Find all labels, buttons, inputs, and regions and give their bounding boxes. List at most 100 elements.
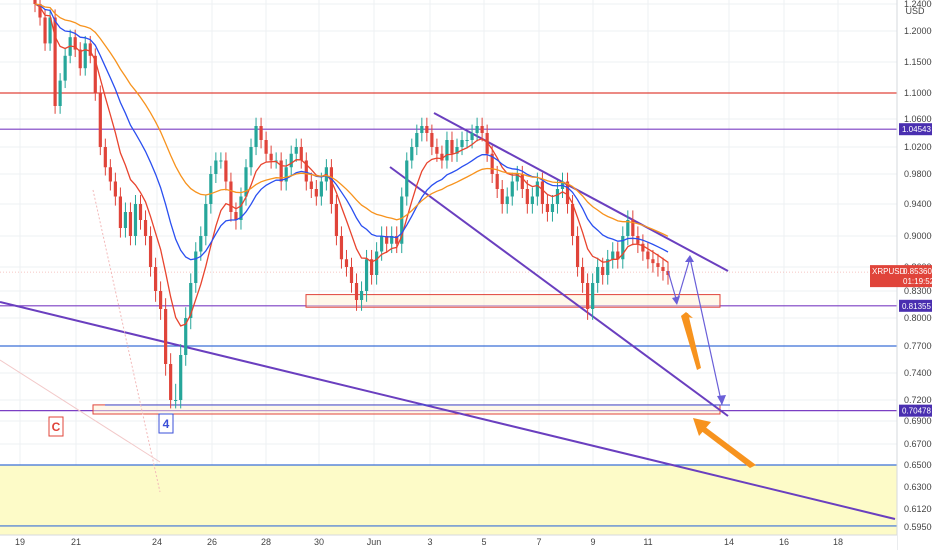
candle-body <box>550 204 555 212</box>
time-axis[interactable]: 19 21 24 26 28 30 Jun 3 5 7 9 11 14 16 18 <box>0 534 897 550</box>
price-tag-countdown: 01:19:52 <box>903 277 932 286</box>
time-tick-label: 9 <box>590 537 595 547</box>
candle-body <box>601 267 605 275</box>
price-tag-symbol: XRPUSD <box>872 267 906 276</box>
time-tick-label: 18 <box>833 537 843 547</box>
candle-body <box>364 259 369 291</box>
candle-body <box>505 196 509 204</box>
candle-body <box>169 364 173 400</box>
candle-body <box>465 140 469 141</box>
candle-body <box>179 355 183 400</box>
candle-body <box>400 196 404 244</box>
time-tick-label: 11 <box>643 537 652 547</box>
candle-body <box>636 236 640 244</box>
price-tick-label: 1.24000 <box>904 0 932 9</box>
candle-body <box>495 174 499 189</box>
candle-body <box>450 140 454 154</box>
candle-body <box>440 153 444 161</box>
candle-body <box>611 251 615 260</box>
candle-body <box>631 220 635 236</box>
orange-arrow <box>681 313 701 370</box>
candle-body <box>108 167 112 182</box>
candle-body <box>229 181 233 212</box>
time-tick-label: 19 <box>15 537 25 547</box>
candle-body <box>565 181 570 204</box>
candle-body <box>123 212 128 228</box>
candle-body <box>93 55 97 93</box>
candle-body <box>294 147 298 154</box>
orange-arrowhead <box>681 312 693 318</box>
support-zone-upper <box>305 294 721 308</box>
candle-body <box>153 267 158 291</box>
candle-body <box>184 318 188 355</box>
candle-body <box>128 212 133 236</box>
candle-body <box>254 126 258 147</box>
candle-body <box>380 236 384 252</box>
wave-label: 4 <box>163 417 170 431</box>
candle-body <box>385 236 389 244</box>
candle-body <box>319 181 323 197</box>
candle-body <box>500 189 504 204</box>
candle-body <box>309 181 313 189</box>
time-tick-label: 16 <box>779 537 789 547</box>
candle-body <box>349 267 354 283</box>
candle-body <box>591 283 595 309</box>
candle-body <box>570 204 575 236</box>
time-tick-label: 3 <box>427 537 432 547</box>
candle-body <box>43 17 47 44</box>
candle-body <box>148 236 153 267</box>
candle-body <box>359 291 364 300</box>
candle-body <box>430 133 434 147</box>
candle-body <box>164 309 168 364</box>
price-axis-tags: 1.04543 0.81355 0.70478 XRPUSD0.8536001:19:… <box>870 123 932 417</box>
candle-body <box>455 147 459 154</box>
candle-body <box>530 196 534 204</box>
fib-diagonal <box>92 189 161 493</box>
time-axis-background <box>0 535 897 550</box>
candle-body <box>626 220 630 236</box>
level-tag-label: 0.70478 <box>902 407 931 416</box>
candle-body <box>299 147 303 161</box>
level-tag-label: 0.81355 <box>902 302 931 311</box>
candle-body <box>78 49 82 69</box>
time-tick-label: 21 <box>71 537 81 547</box>
candle-body <box>98 93 102 147</box>
candle-body <box>264 140 268 154</box>
candle-body <box>555 189 560 204</box>
moving-average-line <box>34 3 669 327</box>
candle-body <box>88 43 92 56</box>
candle-body <box>575 236 580 267</box>
candle-body <box>174 400 178 401</box>
candle-body <box>33 0 37 4</box>
candle-body <box>425 126 429 133</box>
candle-body <box>244 167 248 197</box>
projection-arrowhead <box>685 255 694 262</box>
candle-body <box>470 133 474 140</box>
time-tick-label: 24 <box>152 537 162 547</box>
currency-label: USD <box>905 6 925 16</box>
price-tick-label: 1.15000 <box>904 57 932 67</box>
candle-body <box>289 153 293 168</box>
candle-body <box>83 43 87 69</box>
candle-body <box>515 174 519 182</box>
candle-body <box>354 283 359 300</box>
candle-body <box>58 80 62 106</box>
projection-arrowhead <box>717 395 726 405</box>
candle-body <box>460 140 464 147</box>
chart-grid <box>0 0 897 535</box>
level-tag <box>899 123 932 136</box>
time-tick-label: 5 <box>481 537 486 547</box>
candle-body <box>616 251 620 260</box>
wave-label-box <box>48 416 64 437</box>
